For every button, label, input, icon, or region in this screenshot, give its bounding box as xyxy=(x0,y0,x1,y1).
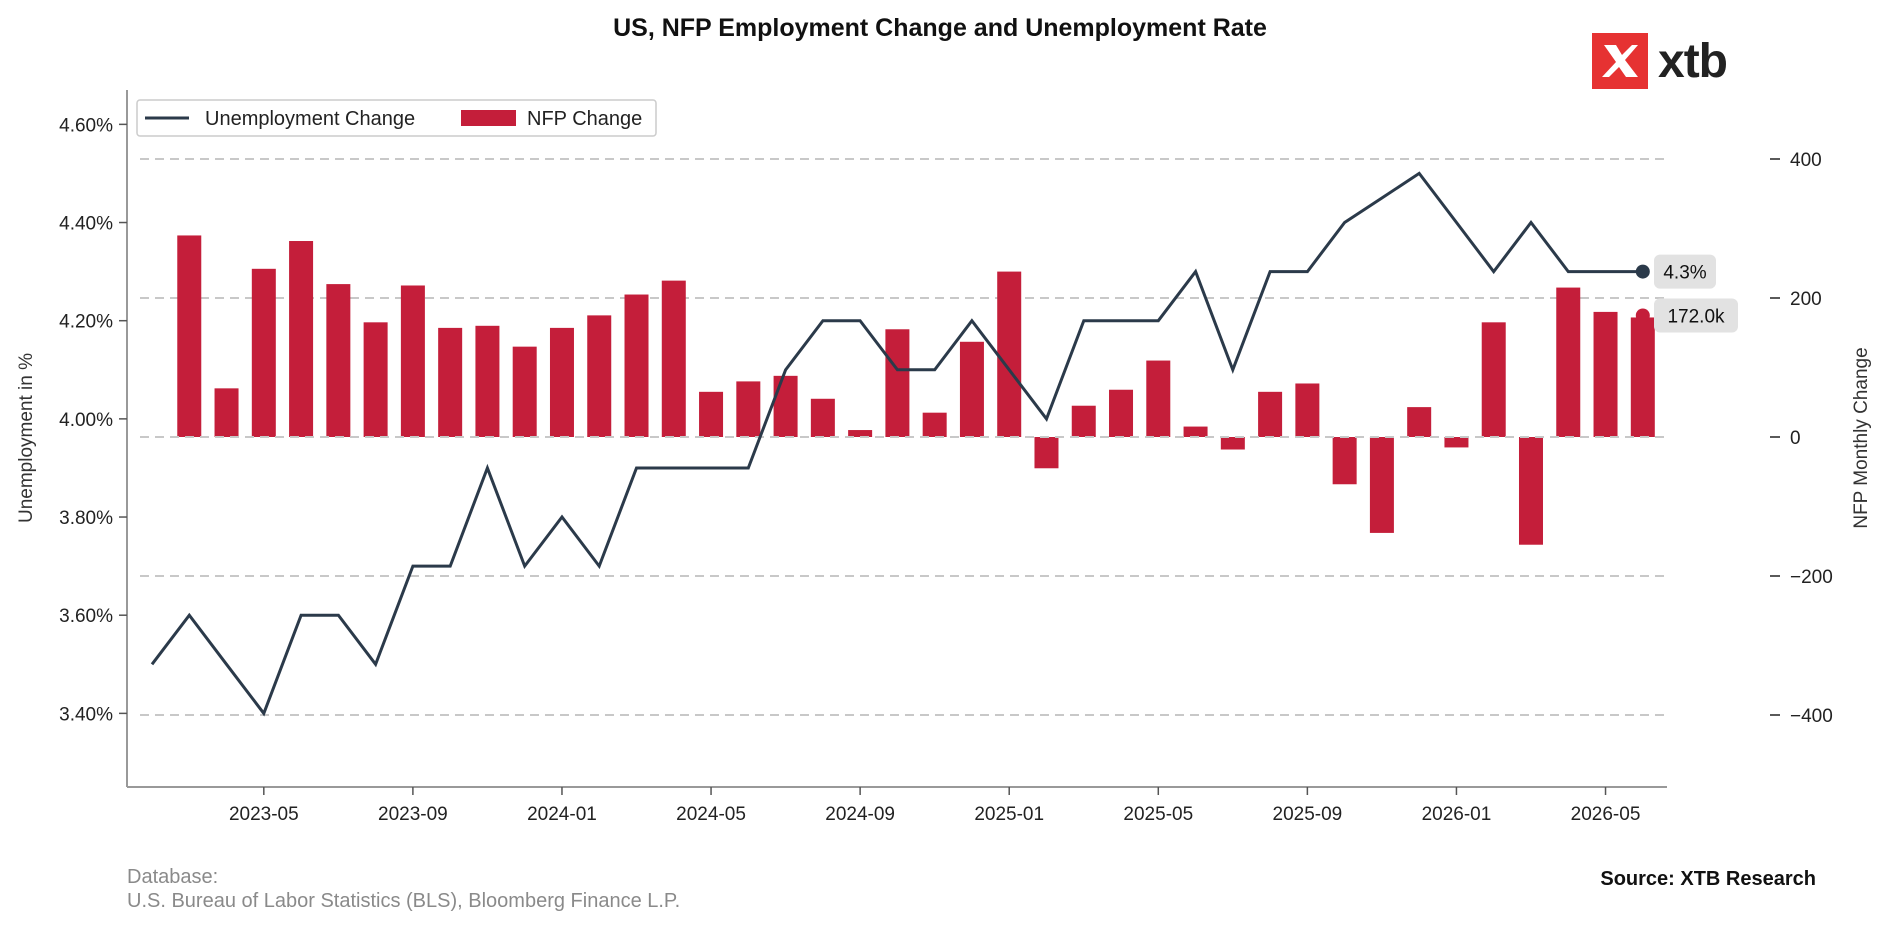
nfp-bar xyxy=(1556,287,1581,437)
left-tick-label: 4.40% xyxy=(59,214,113,235)
axes xyxy=(119,90,1780,795)
nfp-bar xyxy=(1332,437,1357,485)
x-tick-label: 2024-01 xyxy=(527,804,597,825)
nfp-bar xyxy=(885,329,910,437)
x-tick-label: 2025-09 xyxy=(1273,804,1343,825)
nfp-bar xyxy=(922,412,947,437)
xtb-logo: xtb xyxy=(1592,32,1728,90)
nfp-bar xyxy=(289,241,314,437)
nfp-bar xyxy=(773,375,798,437)
legend-bar-swatch xyxy=(461,110,516,126)
nfp-bar xyxy=(959,341,984,437)
nfp-bar xyxy=(1295,383,1320,437)
nfp-end-marker xyxy=(1635,308,1650,323)
x-tick-label: 2025-01 xyxy=(974,804,1044,825)
nfp-bar xyxy=(699,391,724,437)
nfp-bar xyxy=(1146,360,1171,437)
chart-title: US, NFP Employment Change and Unemployme… xyxy=(613,14,1267,42)
nfp-bar xyxy=(624,294,649,437)
x-tick-label: 2023-09 xyxy=(378,804,448,825)
x-tick-label: 2026-01 xyxy=(1422,804,1492,825)
right-tick-label: −200 xyxy=(1790,567,1833,588)
x-tick-label: 2023-05 xyxy=(229,804,299,825)
nfp-bar xyxy=(251,268,276,437)
footer-database-label: Database: xyxy=(127,866,219,888)
nfp-bar xyxy=(1593,311,1618,437)
unemployment-end-marker xyxy=(1635,264,1650,279)
footer-source: Source: XTB Research xyxy=(1600,868,1816,890)
nfp-bar xyxy=(438,327,463,437)
nfp-bar xyxy=(549,327,574,437)
line-end-badge-text: 4.3% xyxy=(1663,263,1706,284)
unemployment-line-path xyxy=(150,171,1643,717)
left-tick-label: 3.60% xyxy=(59,606,113,627)
nfp-bar xyxy=(1071,405,1096,437)
nfp-bar xyxy=(326,284,351,437)
nfp-bar xyxy=(475,325,500,437)
right-tick-label: 200 xyxy=(1790,289,1822,310)
y-axis-label-left: Unemployment in % xyxy=(16,353,37,523)
bar-end-badge-text: 172.0k xyxy=(1667,306,1725,327)
right-tick-label: 0 xyxy=(1790,428,1801,449)
nfp-bar xyxy=(661,280,686,437)
legend-bar-label: NFP Change xyxy=(527,108,642,130)
line-end-badge xyxy=(1654,254,1716,289)
right-tick-label: −400 xyxy=(1790,706,1833,727)
left-tick-label: 3.40% xyxy=(59,704,113,725)
nfp-bar xyxy=(736,381,761,437)
nfp-bar xyxy=(1481,322,1506,437)
nfp-bar xyxy=(1630,317,1655,437)
left-tick-label: 3.80% xyxy=(59,508,113,529)
right-tick-label: 400 xyxy=(1790,150,1822,171)
unemployment-line xyxy=(150,171,1650,717)
footer-database-value: U.S. Bureau of Labor Statistics (BLS), B… xyxy=(127,890,681,912)
nfp-bar xyxy=(400,285,425,437)
nfp-bar xyxy=(1220,437,1245,450)
xtb-x-mark-icon xyxy=(1592,33,1648,89)
bar-end-badge xyxy=(1654,298,1738,333)
left-tick-label: 4.00% xyxy=(59,410,113,431)
nfp-bar xyxy=(512,346,537,437)
tick-labels: 400 200 0 −200 −400 4.60% 4.40% 4.20% 4.00% 3.80%… xyxy=(16,115,1872,825)
nfp-bar xyxy=(1444,437,1469,448)
nfp-bar xyxy=(1369,437,1394,533)
nfp-bar xyxy=(1109,389,1134,437)
left-tick-label: 4.60% xyxy=(59,115,113,136)
x-tick-label: 2025-05 xyxy=(1123,804,1193,825)
nfp-bar xyxy=(363,322,388,437)
nfp-bars xyxy=(177,235,1655,545)
nfp-bar xyxy=(997,271,1022,437)
nfp-bar xyxy=(1258,391,1283,437)
chart-plot-area: 400 200 0 −200 −400 4.60% 4.40% 4.20% 4.00% 3.80%… xyxy=(16,90,1872,825)
left-tick-label: 4.20% xyxy=(59,312,113,333)
nfp-bar xyxy=(587,315,612,437)
end-value-badges: 4.3% 172.0k xyxy=(1654,254,1738,333)
nfp-bar xyxy=(1034,437,1059,469)
nfp-bar xyxy=(848,430,873,437)
legend-line-label: Unemployment Change xyxy=(205,108,415,130)
x-tick-label: 2024-09 xyxy=(825,804,895,825)
nfp-bar xyxy=(177,235,202,437)
nfp-bar xyxy=(810,398,835,437)
nfp-bar xyxy=(214,388,239,437)
x-tick-label: 2026-05 xyxy=(1571,804,1641,825)
legend: Unemployment Change NFP Change xyxy=(136,99,657,137)
x-tick-label: 2024-05 xyxy=(676,804,746,825)
xtb-logo-text: xtb xyxy=(1658,34,1728,88)
nfp-bar xyxy=(1407,407,1432,437)
legend-box xyxy=(136,99,657,137)
nfp-bar xyxy=(1183,426,1208,437)
nfp-bar xyxy=(1518,437,1543,545)
y-axis-label-right: NFP Monthly Change xyxy=(1851,347,1872,528)
